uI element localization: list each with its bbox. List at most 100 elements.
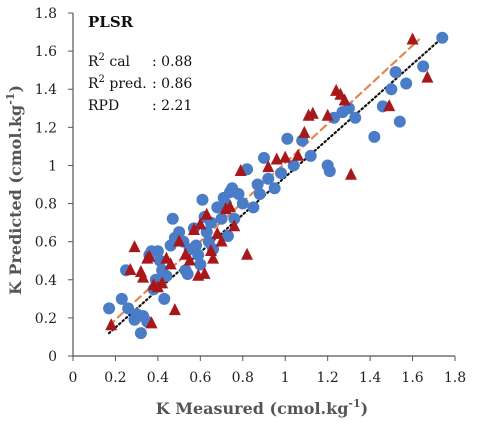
scatter-point-triangle	[383, 99, 396, 112]
scatter-point-circle	[274, 167, 287, 180]
scatter-point-circle	[323, 165, 336, 178]
x-tick-label: 1.6	[401, 370, 423, 386]
scatter-point-circle	[268, 182, 281, 195]
scatter-point-circle	[115, 292, 128, 305]
scatter-point-triangle	[200, 207, 213, 220]
scatter-point-circle	[349, 111, 362, 124]
annotation-stat-value: : 2.21	[152, 98, 192, 114]
scatter-point-circle	[328, 111, 341, 124]
y-tick-label: 1.8	[35, 6, 57, 22]
x-axis-label: K Measured (cmol.kg-1)	[156, 397, 368, 418]
scatter-point-circle	[436, 31, 449, 44]
scatter-point-triangle	[105, 318, 118, 331]
scatter-point-circle	[304, 149, 317, 162]
scatter-point-circle	[151, 245, 164, 258]
scatter-point-triangle	[145, 316, 158, 329]
y-tick-label: 0.8	[35, 197, 57, 213]
x-tick-label: 0.2	[104, 370, 126, 386]
annotation-stat-label: RPD	[88, 98, 119, 114]
scatter-point-triangle	[215, 234, 228, 247]
y-axis-label: K Predicted (cmol.kg-1)	[4, 85, 25, 295]
scatter-point-circle	[232, 188, 245, 201]
scatter-point-triangle	[204, 243, 217, 256]
scatter-point-circle	[393, 115, 406, 128]
scatter-point-circle	[196, 193, 209, 206]
axes	[72, 13, 455, 357]
x-tick-label: 1.4	[359, 370, 381, 386]
scatter-point-triangle	[321, 108, 334, 121]
annotation-stat-value: : 0.88	[152, 54, 192, 70]
x-tick-label: 0.8	[232, 370, 254, 386]
scatter-point-circle	[166, 212, 179, 225]
scatter-point-circle	[258, 151, 270, 164]
scatter-point-triangle	[421, 70, 434, 83]
scatter-point-triangle	[198, 266, 211, 279]
scatter-point-circle	[103, 302, 116, 315]
y-tick-label: 0.6	[35, 235, 57, 251]
scatter-point-triangle	[262, 160, 275, 173]
scatter-point-triangle	[211, 226, 224, 239]
scatter-point-triangle	[168, 303, 181, 316]
scatter-point-triangle	[183, 253, 196, 266]
y-tick-label: 1.4	[35, 82, 57, 98]
x-tick-label: 1.8	[444, 370, 466, 386]
x-tick-label: 0	[69, 370, 78, 386]
y-tick-label: 1	[48, 158, 57, 174]
y-tick-label: 0	[48, 349, 57, 365]
scatter-point-triangle	[164, 257, 177, 270]
y-tick-label: 0.4	[35, 273, 57, 289]
scatter-point-circle	[158, 292, 171, 305]
scatter-point-circle	[228, 212, 241, 225]
scatter-point-circle	[262, 172, 275, 185]
scatter-point-circle	[181, 268, 194, 281]
x-tick-label: 1	[281, 370, 290, 386]
scatter-point-triangle	[228, 219, 241, 232]
scatter-point-triangle	[270, 152, 283, 165]
annotation-title: PLSR	[88, 13, 134, 31]
y-tick-label: 1.6	[35, 44, 57, 60]
data-markers	[103, 31, 449, 340]
scatter-point-circle	[215, 212, 228, 225]
scatter-point-circle	[385, 83, 398, 96]
annotation-stat-label: R2 cal	[88, 52, 131, 70]
scatter-point-triangle	[128, 240, 141, 253]
annotation-stat-label: R2 pred.	[88, 74, 147, 92]
scatter-point-triangle	[156, 276, 169, 289]
scatter-point-circle	[236, 197, 249, 210]
scatter-point-circle	[192, 249, 205, 262]
annotation-stat-value: : 0.86	[152, 76, 192, 92]
scatter-point-triangle	[345, 167, 358, 180]
scatter-point-triangle	[406, 32, 419, 45]
x-tick-label: 0.4	[147, 370, 169, 386]
scatter-point-circle	[247, 201, 260, 214]
scatter-point-triangle	[137, 270, 150, 283]
scatter-point-triangle	[291, 148, 304, 161]
scatter-point-circle	[281, 132, 294, 145]
scatter-point-circle	[173, 226, 186, 239]
scatter-point-triangle	[124, 263, 137, 276]
scatter-point-triangle	[224, 200, 237, 213]
y-axis-ticks: 0 0.2 0.4 0.6 0.8 1 1.2 1.4 1.6 1.8	[35, 6, 73, 365]
scatter-point-circle	[400, 77, 413, 90]
scatter-point-circle	[251, 178, 264, 191]
scatter-point-circle	[134, 327, 147, 340]
scatter-point-triangle	[187, 223, 200, 236]
y-tick-label: 0.2	[35, 311, 57, 327]
scatter-point-triangle	[173, 234, 186, 247]
scatter-point-circle	[190, 239, 203, 252]
scatter-point-triangle	[279, 150, 292, 163]
x-axis-ticks: 0 0.2 0.4 0.6 0.8 1 1.2 1.4 1.6 1.8	[69, 356, 466, 386]
scatter-point-triangle	[143, 249, 156, 262]
y-tick-label: 1.2	[35, 120, 57, 136]
scatter-point-circle	[122, 302, 135, 315]
scatter-point-circle	[389, 66, 402, 79]
scatter-point-circle	[221, 229, 234, 242]
scatter-point-triangle	[194, 217, 207, 230]
x-tick-label: 1.2	[317, 370, 339, 386]
scatter-point-triangle	[298, 125, 311, 138]
scatter-point-circle	[417, 60, 430, 73]
scatter-point-circle	[253, 188, 266, 201]
scatter-point-triangle	[241, 247, 254, 260]
scatter-point-circle	[154, 254, 167, 267]
